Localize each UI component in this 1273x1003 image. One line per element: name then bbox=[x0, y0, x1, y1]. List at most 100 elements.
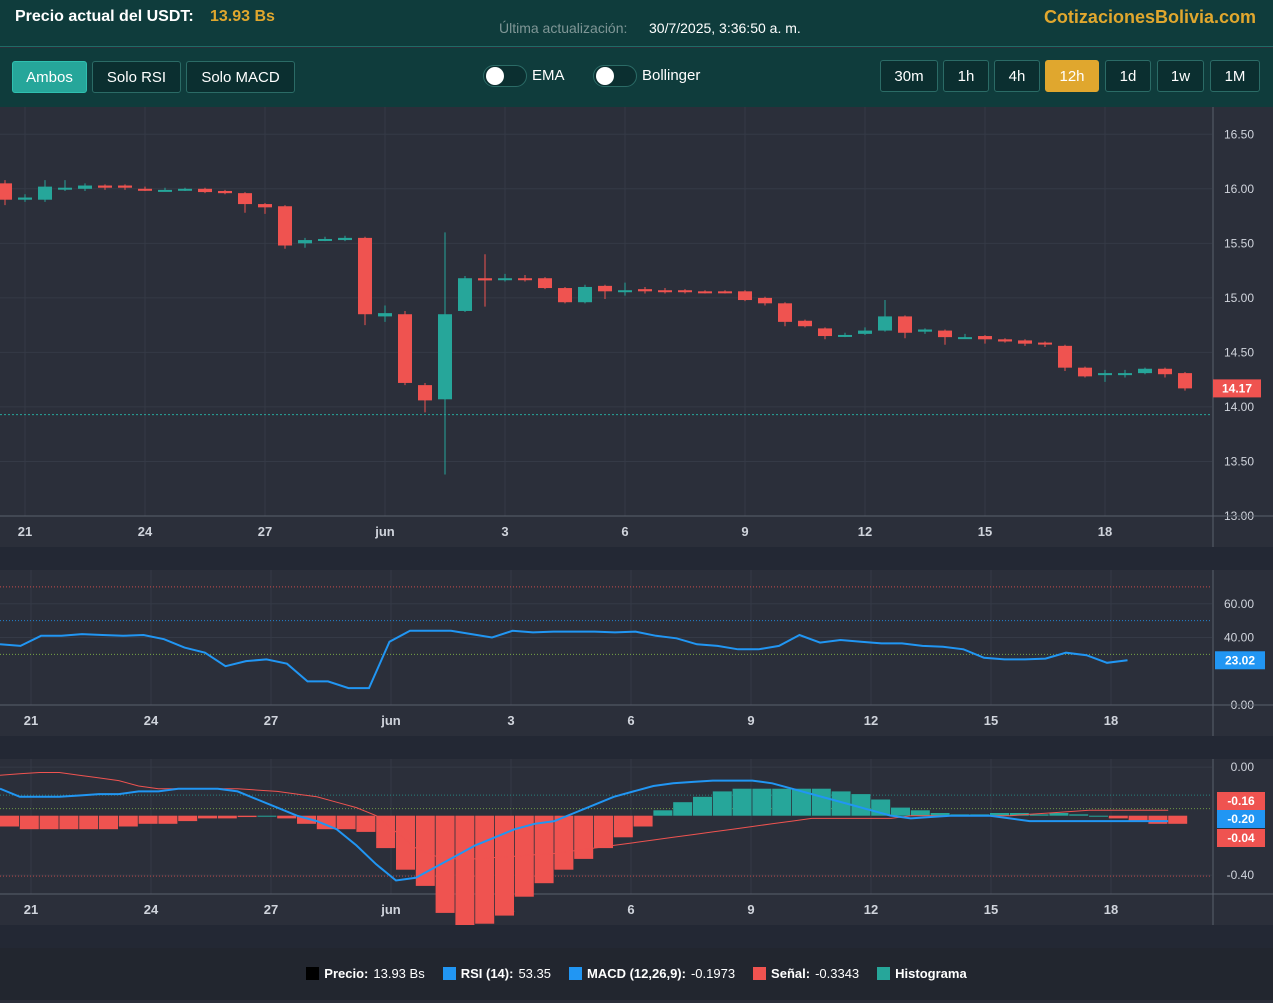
bollinger-toggle[interactable] bbox=[593, 65, 637, 87]
legend-series-value: 13.93 Bs bbox=[373, 966, 425, 981]
candle-body bbox=[998, 339, 1012, 342]
legend-series-value: -0.3343 bbox=[815, 966, 860, 981]
price-axis-tick-label: 15.50 bbox=[1224, 236, 1254, 250]
x-tick-label: 24 bbox=[144, 713, 159, 728]
candle-body bbox=[578, 286, 592, 303]
legend-item: Señal: -0.3343 bbox=[753, 966, 859, 981]
histogram-bar bbox=[594, 815, 613, 849]
histogram-bar bbox=[237, 815, 257, 818]
histogram-bar bbox=[356, 815, 376, 832]
candle-body bbox=[718, 291, 732, 294]
histogram-bar bbox=[1168, 815, 1188, 824]
candle-body bbox=[738, 291, 752, 301]
view-both-button[interactable]: Ambos bbox=[12, 61, 87, 93]
candle-body bbox=[838, 334, 852, 337]
price-axis-tick-label: 16.00 bbox=[1224, 182, 1254, 196]
histogram-bar bbox=[673, 802, 693, 816]
candle-body bbox=[558, 288, 572, 303]
last-price-label: 14.17 bbox=[1222, 381, 1252, 395]
histogram-bar bbox=[217, 815, 237, 819]
x-tick-label: 9 bbox=[741, 524, 748, 539]
x-tick-label: 12 bbox=[858, 524, 872, 539]
histogram-bar bbox=[198, 815, 217, 819]
x-tick-label: 15 bbox=[984, 713, 998, 728]
x-tick-label: 12 bbox=[864, 902, 878, 917]
legend-swatch bbox=[877, 967, 891, 980]
panel-background bbox=[0, 107, 1273, 547]
histogram-bar bbox=[257, 815, 277, 817]
candle-body bbox=[978, 336, 992, 340]
current-price-value: 13.93 Bs bbox=[210, 8, 275, 25]
x-tick-label: 24 bbox=[138, 524, 153, 539]
macd-chart[interactable]: 0.00-0.40212427jun369121518-0.16-0.20-0.… bbox=[0, 759, 1273, 925]
candle-body bbox=[158, 189, 172, 192]
interval-1d-button[interactable]: 1d bbox=[1105, 60, 1151, 92]
interval-1m-button[interactable]: 1M bbox=[1210, 60, 1260, 92]
histogram-bar bbox=[1089, 815, 1108, 817]
histogram-bar bbox=[277, 815, 297, 819]
last-price-badge bbox=[1213, 379, 1261, 398]
candle-body bbox=[258, 204, 272, 208]
toggle-knob bbox=[596, 67, 614, 85]
legend-item: Histograma bbox=[877, 966, 967, 981]
price-candlestick-chart[interactable]: 13.0013.5014.0014.5015.0015.5016.0016.50… bbox=[0, 107, 1273, 547]
histogram-bar bbox=[930, 813, 950, 816]
candle-body bbox=[178, 188, 192, 191]
x-tick-label: 3 bbox=[501, 524, 508, 539]
histogram-bar bbox=[653, 810, 673, 816]
rsi-value-badge bbox=[1215, 651, 1265, 670]
ema-toggle[interactable] bbox=[483, 65, 527, 87]
histogram-bar bbox=[376, 815, 396, 849]
candle-body bbox=[818, 328, 832, 337]
x-tick-label: 6 bbox=[627, 902, 634, 917]
histogram-bar bbox=[0, 815, 19, 827]
interval-1h-button[interactable]: 1h bbox=[943, 60, 989, 92]
histogram-bar bbox=[910, 810, 930, 816]
x-tick-label: 9 bbox=[747, 713, 754, 728]
candle-body bbox=[1178, 373, 1192, 389]
view-macd-only-button[interactable]: Solo MACD bbox=[186, 61, 295, 93]
current-price-label: Precio actual del USDT: bbox=[15, 8, 194, 25]
candle-body bbox=[898, 316, 912, 333]
brand-link[interactable]: CotizacionesBolivia.com bbox=[1043, 7, 1256, 27]
candle-body bbox=[1118, 373, 1132, 376]
candle-body bbox=[498, 278, 512, 281]
candle-body bbox=[138, 188, 152, 191]
candle-body bbox=[778, 303, 792, 322]
interval-30m-button[interactable]: 30m bbox=[880, 60, 938, 92]
macd-value-badge bbox=[1217, 792, 1265, 810]
histogram-bar bbox=[495, 815, 514, 916]
macd-value-label: -0.16 bbox=[1227, 794, 1255, 808]
candle-body bbox=[878, 316, 892, 331]
histogram-bar bbox=[1069, 814, 1089, 816]
price-axis-tick-label: 15.00 bbox=[1224, 291, 1254, 305]
histogram-bar bbox=[59, 815, 79, 830]
view-rsi-only-button[interactable]: Solo RSI bbox=[92, 61, 181, 93]
interval-1w-button[interactable]: 1w bbox=[1157, 60, 1204, 92]
legend-swatch bbox=[753, 967, 767, 980]
interval-4h-button[interactable]: 4h bbox=[994, 60, 1040, 92]
candle-body bbox=[418, 385, 432, 401]
bollinger-toggle-label: Bollinger bbox=[642, 67, 701, 84]
candle-body bbox=[58, 187, 72, 190]
candle-body bbox=[378, 313, 392, 317]
candle-body bbox=[598, 285, 612, 292]
histogram-bar bbox=[1009, 813, 1029, 816]
x-tick-label: 18 bbox=[1104, 713, 1118, 728]
candle-body bbox=[958, 337, 972, 340]
macd-axis-tick-label: -0.40 bbox=[1227, 868, 1255, 882]
candle-body bbox=[618, 290, 632, 293]
macd-value-badge bbox=[1217, 829, 1265, 847]
panel-background bbox=[0, 570, 1273, 736]
legend-series-name: Histograma bbox=[895, 966, 967, 981]
price-axis-tick-label: 13.50 bbox=[1224, 454, 1254, 468]
histogram-bar bbox=[891, 807, 910, 816]
interval-12h-button[interactable]: 12h bbox=[1045, 60, 1099, 92]
candle-body bbox=[278, 206, 292, 246]
candle-body bbox=[698, 291, 712, 294]
panel-separator bbox=[0, 925, 1273, 948]
legend-series-name: MACD (12,26,9): bbox=[586, 966, 686, 981]
rsi-axis-tick-label: 40.00 bbox=[1224, 631, 1254, 645]
x-tick-label: 6 bbox=[627, 713, 634, 728]
